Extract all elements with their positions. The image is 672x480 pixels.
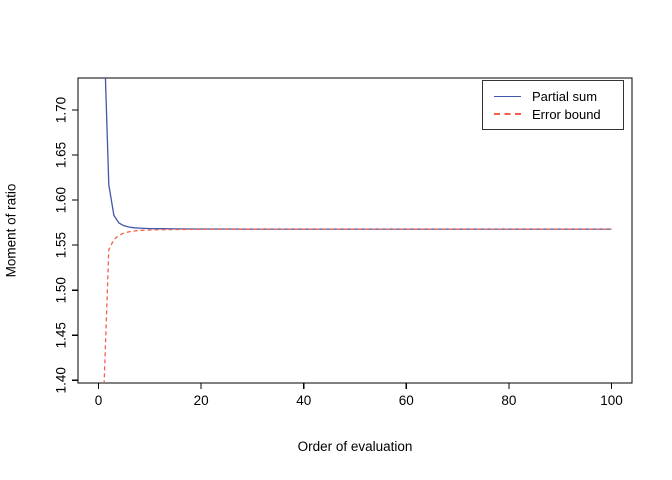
x-tick-label: 60 <box>399 393 414 408</box>
y-tick-label: 1.60 <box>54 187 69 213</box>
x-tick-label: 100 <box>600 393 623 408</box>
legend: Partial sum Error bound <box>482 80 624 130</box>
y-tick-label: 1.70 <box>54 97 69 123</box>
series-line-partial-sum <box>104 78 612 230</box>
legend-item-partial-sum: Partial sum <box>494 87 623 105</box>
y-tick-label: 1.40 <box>54 367 69 393</box>
legend-label-error-bound: Error bound <box>532 106 601 122</box>
y-tick-label: 1.65 <box>54 142 69 168</box>
x-axis-title: Order of evaluation <box>297 439 413 454</box>
y-axis-title: Moment of ratio <box>3 183 19 278</box>
plot-box <box>77 77 633 384</box>
y-tick-label: 1.45 <box>54 322 69 348</box>
y-tick-label: 1.50 <box>54 277 69 303</box>
error-bound-line-icon <box>494 113 521 115</box>
series-line-error-bound <box>103 228 612 383</box>
y-tick-label: 1.55 <box>54 232 69 258</box>
x-tick-label: 20 <box>194 393 209 408</box>
x-tick-label: 80 <box>501 393 516 408</box>
x-tick-label: 40 <box>296 393 311 408</box>
partial-sum-line-icon <box>494 95 521 97</box>
x-tick-label: 0 <box>95 393 103 408</box>
legend-item-error-bound: Error bound <box>494 105 623 123</box>
legend-label-partial-sum: Partial sum <box>532 88 598 104</box>
